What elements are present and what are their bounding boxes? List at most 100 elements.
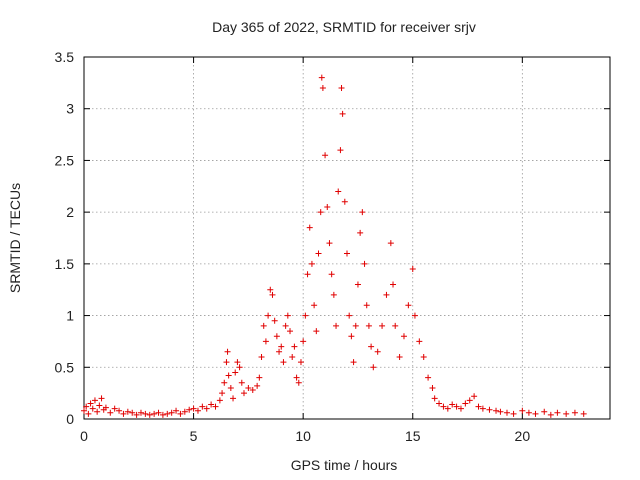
data-point (124, 408, 131, 415)
y-tick-label: 1.5 (55, 256, 75, 272)
data-point (238, 379, 245, 386)
data-point (177, 410, 184, 417)
data-point (129, 409, 136, 416)
data-point (133, 411, 140, 418)
data-point (89, 405, 96, 412)
data-point (271, 317, 278, 324)
data-point (363, 302, 370, 309)
data-point (297, 359, 304, 366)
data-point (409, 266, 416, 273)
data-points (81, 74, 587, 418)
data-point (306, 224, 313, 231)
data-point (374, 348, 381, 355)
data-point (436, 400, 443, 407)
data-point (280, 359, 287, 366)
y-tick-label: 2.5 (55, 152, 75, 168)
data-point (94, 408, 101, 415)
x-axis-tick-labels: 0 5 10 15 20 (80, 428, 530, 444)
data-point (370, 364, 377, 371)
x-tick-label: 15 (405, 428, 421, 444)
data-point (379, 322, 386, 329)
data-point (116, 407, 123, 414)
data-point (317, 209, 324, 216)
data-point (289, 353, 296, 360)
y-tick-label: 0.5 (55, 359, 75, 375)
data-point (519, 407, 526, 414)
y-tick-label: 0 (66, 411, 74, 427)
data-point (341, 198, 348, 205)
data-point (344, 250, 350, 257)
data-point (273, 333, 280, 340)
data-point (475, 403, 482, 410)
data-point (278, 343, 285, 350)
data-point (416, 338, 423, 345)
data-point (396, 353, 403, 360)
data-point (311, 302, 318, 309)
data-point (102, 404, 109, 411)
data-point (400, 333, 407, 340)
plot-frame (83, 56, 611, 420)
data-point (173, 407, 180, 414)
data-point (223, 359, 230, 366)
data-point (322, 152, 329, 159)
data-point (256, 374, 263, 381)
data-point (315, 250, 322, 257)
data-point (146, 411, 153, 418)
data-point (232, 369, 239, 376)
data-point (411, 312, 418, 319)
data-point (300, 338, 307, 345)
data-point (387, 240, 394, 247)
data-point (308, 260, 315, 267)
data-point (449, 401, 456, 408)
data-point (159, 411, 166, 418)
data-point (260, 322, 267, 329)
data-point (497, 408, 504, 415)
data-point (453, 403, 460, 410)
x-axis-label: GPS time / hours (291, 457, 398, 473)
y-axis-tick-labels: 0 0.5 1 1.5 2 2.5 3 3.5 (55, 49, 75, 427)
data-point (186, 406, 193, 413)
x-tick-label: 10 (295, 428, 311, 444)
data-point (249, 387, 256, 394)
data-point (267, 286, 274, 293)
data-point (168, 409, 175, 416)
data-point (390, 281, 397, 288)
data-point (429, 384, 436, 391)
data-point (405, 302, 412, 309)
data-point (142, 410, 149, 417)
data-point (425, 374, 432, 381)
data-point (87, 400, 94, 407)
data-point (227, 384, 234, 391)
data-point (525, 409, 532, 416)
data-point (258, 353, 265, 360)
data-point (466, 397, 473, 404)
data-point (361, 260, 368, 267)
x-tick-label: 20 (515, 428, 531, 444)
data-point (354, 281, 361, 288)
data-point (245, 384, 252, 391)
data-point (91, 397, 98, 404)
data-point (324, 203, 331, 210)
data-point (262, 338, 269, 345)
data-point (276, 348, 283, 355)
y-tick-label: 3 (66, 101, 74, 117)
data-point (137, 409, 144, 416)
data-point (236, 364, 243, 371)
data-point (98, 395, 105, 402)
data-point (339, 110, 346, 117)
data-point (120, 410, 127, 417)
data-point (304, 271, 311, 278)
data-point (333, 322, 340, 329)
y-tick-label: 1 (66, 308, 74, 324)
data-point (194, 407, 201, 414)
data-point (240, 390, 247, 397)
data-point (532, 410, 539, 417)
data-point (318, 74, 325, 81)
data-point (338, 85, 345, 92)
data-point (444, 405, 451, 412)
data-point (221, 379, 228, 386)
data-point (287, 328, 294, 335)
data-point (359, 209, 366, 216)
data-point (486, 406, 493, 413)
